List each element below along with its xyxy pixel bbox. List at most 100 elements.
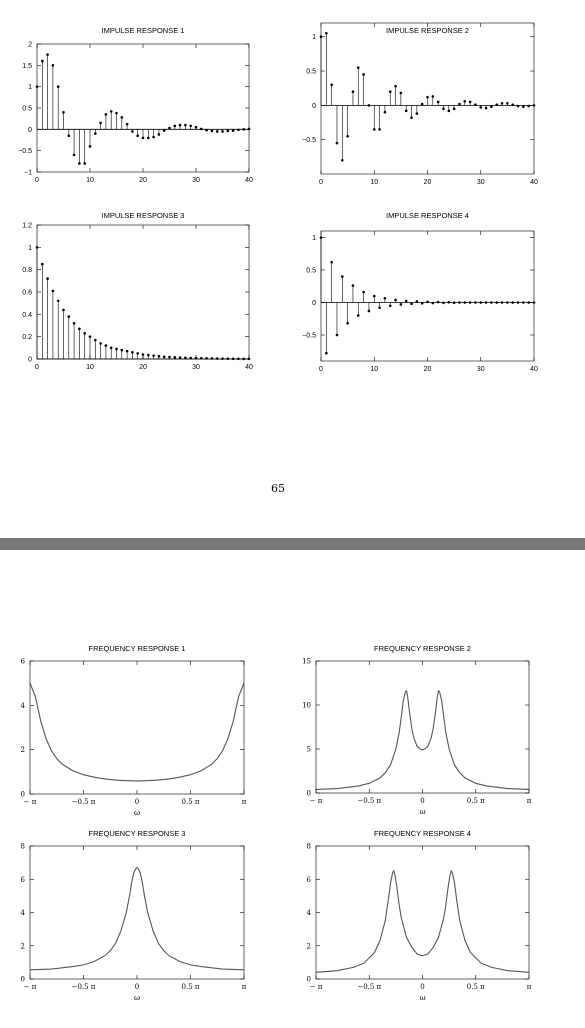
stem-marker: [479, 106, 483, 109]
impulse-response-3-plot: IMPULSE RESPONSE 3 0 10 20 30 40 0 0.2 0.4 0.6 0.8…: [22, 211, 253, 371]
y-tick-label: 4: [21, 702, 26, 710]
stem-marker: [511, 103, 514, 106]
stem-marker: [410, 116, 413, 120]
y-tick-label: 0: [307, 976, 311, 984]
x-tick-label: 30: [477, 366, 485, 373]
x-tick-label: − π: [24, 798, 37, 806]
stem-marker: [141, 136, 145, 140]
stem-marker: [431, 301, 435, 305]
stem-marker: [62, 308, 65, 312]
plot-axes: − π −0.5 π 0 0.5 π π 0 2 4 6 8 ω: [307, 843, 532, 1003]
stem-marker: [394, 84, 397, 88]
y-tick-label: 0: [28, 357, 32, 364]
x-tick-label: 40: [530, 366, 538, 373]
y-tick-label: 2: [21, 942, 25, 950]
chart-title: IMPULSE RESPONSE 1: [102, 26, 185, 35]
stem-marker: [341, 158, 344, 162]
stem-marker: [426, 95, 429, 99]
stem-marker: [226, 357, 230, 360]
y-tick-label: 1.5: [22, 63, 32, 70]
plot-axes: 0 10 20 30 40 −0.5 0 0.5 1: [302, 22, 538, 186]
x-tick-label: 20: [424, 179, 432, 186]
plot-axes: 0 10 20 30 40 0 0.2 0.4 0.6 0.8 1 1.2: [22, 223, 253, 372]
impulse-response-2-plot: IMPULSE RESPONSE 2 0 10 20 30 40 −0.5 0 0.5 1: [302, 22, 538, 186]
stem-marker: [178, 123, 182, 127]
x-tick-label: 0: [35, 364, 39, 371]
stem-marker: [516, 104, 520, 108]
stem-marker: [104, 344, 108, 347]
x-tick-label: 0: [319, 179, 323, 186]
stem-marker: [162, 355, 166, 359]
stem-marker: [94, 338, 97, 342]
stem-marker: [463, 99, 467, 103]
y-tick-label: 4: [307, 909, 312, 917]
stem-marker: [330, 260, 333, 264]
y-tick-label: 1: [312, 34, 316, 41]
stem-marker: [83, 162, 86, 165]
stem-marker: [325, 351, 328, 355]
y-tick-label: 1.2: [22, 223, 32, 230]
stem-marker: [178, 356, 182, 359]
stem-marker: [242, 128, 245, 131]
stem-marker: [184, 356, 187, 360]
stem-marker: [372, 294, 376, 298]
stem-marker: [56, 85, 60, 88]
frequency-response-4-plot: FREQUENCY RESPONSE 4 − π −0.5 π 0 0.5 π π 0 2 4 6…: [307, 829, 532, 1002]
stem-marker: [404, 109, 408, 113]
stem-marker: [157, 133, 161, 136]
stem-marker: [51, 64, 55, 67]
stem-marker: [415, 300, 419, 303]
stem-marker: [463, 301, 467, 304]
stem-marker: [452, 107, 456, 111]
x-tick-label: 0.5 π: [182, 983, 200, 991]
stem-marker: [436, 300, 440, 304]
stem-marker: [46, 53, 49, 56]
x-tick-label: −0.5 π: [357, 797, 381, 805]
stem-marker: [215, 357, 219, 360]
stem-marker: [458, 102, 461, 106]
stem-marker: [356, 314, 360, 317]
x-tick-label: 10: [370, 366, 378, 373]
y-tick-label: 0: [21, 976, 25, 984]
stem-marker: [335, 333, 339, 337]
stem-marker: [131, 130, 134, 133]
stem-marker: [131, 351, 134, 354]
stem-marker: [194, 125, 198, 129]
y-tick-label: 0.6: [22, 290, 32, 297]
y-tick-label: −0.5: [302, 333, 316, 340]
y-tick-label: 0: [28, 127, 32, 134]
y-tick-label: 10: [302, 702, 311, 710]
y-tick-label: −0.5: [18, 148, 32, 155]
stem-marker: [120, 116, 124, 119]
stem-marker: [152, 135, 155, 139]
x-tick-label: 0: [319, 366, 323, 373]
stem-marker: [147, 136, 150, 140]
stem-marker: [442, 301, 445, 305]
y-tick-label: −1: [24, 170, 32, 177]
x-tick-label: 40: [245, 177, 253, 184]
x-tick-label: 20: [139, 364, 147, 371]
frequency-response-3-plot: FREQUENCY RESPONSE 3 − π −0.5 π 0 0.5 π π 0 2 4 6…: [21, 829, 247, 1002]
stem-marker: [383, 110, 387, 114]
stem-marker: [346, 134, 349, 138]
stem-marker: [94, 132, 97, 135]
stem-marker: [426, 300, 429, 304]
stem-marker: [221, 130, 224, 133]
stem-marker: [210, 357, 214, 360]
stem-marker: [341, 275, 344, 278]
stem-marker: [458, 301, 461, 304]
y-tick-label: 2: [21, 746, 25, 754]
stem-marker: [468, 301, 472, 304]
x-tick-label: − π: [310, 983, 323, 991]
plot-axes: 0 10 20 30 40 −0.5 0 0.5 1: [302, 230, 538, 373]
stem-marker: [335, 141, 339, 145]
stem-marker: [415, 112, 419, 115]
x-tick-label: 0: [420, 797, 424, 805]
y-tick-label: 0.4: [22, 312, 32, 319]
stem-marker: [362, 290, 365, 294]
stem-marker: [136, 352, 139, 355]
stem-marker: [62, 110, 65, 114]
x-tick-label: 40: [530, 179, 538, 186]
y-tick-label: −0.5: [302, 137, 316, 144]
